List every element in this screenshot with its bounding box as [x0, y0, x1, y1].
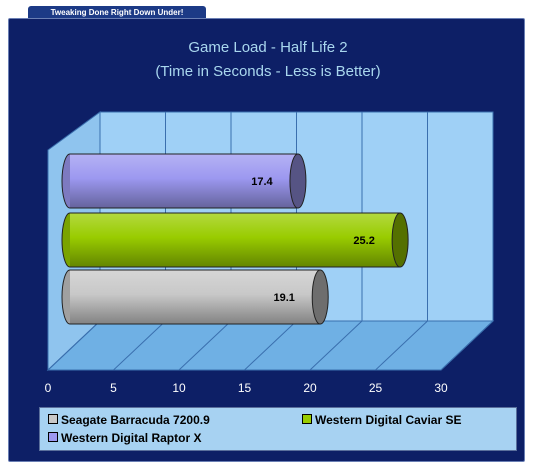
- legend-item-caviar: Western Digital Caviar SE: [302, 413, 462, 427]
- legend-swatch: [302, 414, 312, 424]
- grid-line: [47, 320, 101, 371]
- legend: Seagate Barracuda 7200.9 Western Digital…: [39, 407, 517, 451]
- x-tick-label: 30: [434, 381, 448, 395]
- legend-label: Western Digital Raptor X: [61, 431, 202, 445]
- site-banner-tab: Tweaking Done Right Down Under!: [28, 6, 206, 20]
- bar-data-label: 17.4: [251, 176, 273, 188]
- grid-line: [113, 320, 166, 371]
- x-tick-label: 20: [303, 381, 317, 395]
- chart-subtitle: (Time in Seconds - Less is Better): [155, 63, 380, 80]
- grid-line: [244, 320, 297, 371]
- x-tick-label: 25: [369, 381, 383, 395]
- legend-item-seagate: Seagate Barracuda 7200.9: [48, 413, 210, 427]
- bar-data-label: 19.1: [273, 292, 294, 304]
- grid-line: [375, 320, 428, 371]
- legend-label: Seagate Barracuda 7200.9: [61, 413, 210, 427]
- bar-end-cap: [391, 212, 409, 268]
- bar-body: [70, 213, 401, 267]
- grid-line: [309, 320, 363, 371]
- bar-body: [70, 154, 298, 208]
- legend-swatch: [48, 432, 58, 442]
- bar-end-cap: [311, 269, 329, 325]
- chart-title: Game Load - Half Life 2: [188, 39, 347, 56]
- bar-end-cap: [289, 153, 307, 209]
- bar-body: [70, 270, 321, 324]
- x-tick-label: 15: [238, 381, 252, 395]
- legend-label: Western Digital Caviar SE: [315, 413, 462, 427]
- x-tick-label: 5: [110, 381, 117, 395]
- grid-line: [178, 320, 232, 371]
- bar-data-label: 25.2: [353, 235, 374, 247]
- legend-item-raptor: Western Digital Raptor X: [48, 431, 201, 445]
- x-tick-label: 0: [45, 381, 52, 395]
- x-tick-label: 10: [172, 381, 186, 395]
- legend-swatch: [48, 414, 58, 424]
- grid-line: [440, 320, 494, 371]
- plot-area: 0 5 10 15 20 25 30 17.4 25.2 19.1: [45, 111, 495, 395]
